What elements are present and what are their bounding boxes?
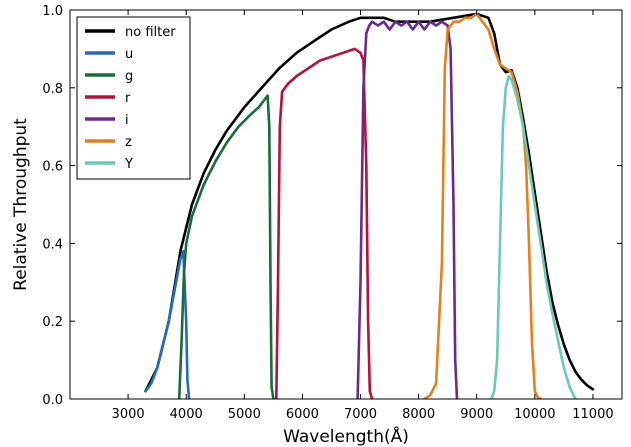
legend-label: Y: [124, 157, 133, 172]
x-tick-label: 9000: [460, 407, 493, 422]
x-axis: 3000 4000 5000 6000 7000 8000 9000 10000 11000: [112, 10, 614, 422]
series-line-2: [144, 249, 191, 399]
series-line-6: [423, 12, 542, 399]
y-tick-label: 0.4: [42, 237, 63, 252]
x-tick-label: 4000: [170, 407, 203, 422]
legend-label: no filter: [125, 25, 176, 40]
y-axis-title: Relative Throughput: [11, 118, 31, 291]
legend-label: z: [125, 135, 132, 150]
x-tick-label: 7000: [344, 407, 377, 422]
x-tick-label: 6000: [286, 407, 319, 422]
y-tick-label: 0.2: [42, 315, 63, 330]
series-line-3: [177, 94, 275, 399]
x-tick-label: 10000: [514, 407, 555, 422]
x-axis-title: Wavelength(Å): [283, 425, 409, 447]
x-tick-label: 5000: [228, 407, 261, 422]
y-tick-label: 0.6: [42, 160, 63, 175]
legend-label: g: [125, 69, 133, 84]
x-tick-label: 11000: [572, 407, 613, 422]
plot-area: [69, 9, 623, 400]
plot-frame: [69, 9, 623, 400]
series-line-4: [275, 47, 374, 399]
y-tick-label: 1.0: [42, 4, 63, 19]
legend-label: i: [125, 113, 129, 128]
legend-label: r: [125, 91, 131, 106]
y-tick-label: 0.0: [42, 393, 63, 408]
series-line-1: [144, 12, 595, 393]
y-tick-label: 0.8: [42, 82, 63, 97]
series-line-7: [490, 74, 577, 399]
legend-label: u: [125, 47, 133, 62]
y-axis: 0.0 0.2 0.4 0.6 0.8 1.0: [42, 4, 622, 408]
x-tick-label: 8000: [402, 407, 435, 422]
x-tick-label: 3000: [112, 407, 145, 422]
